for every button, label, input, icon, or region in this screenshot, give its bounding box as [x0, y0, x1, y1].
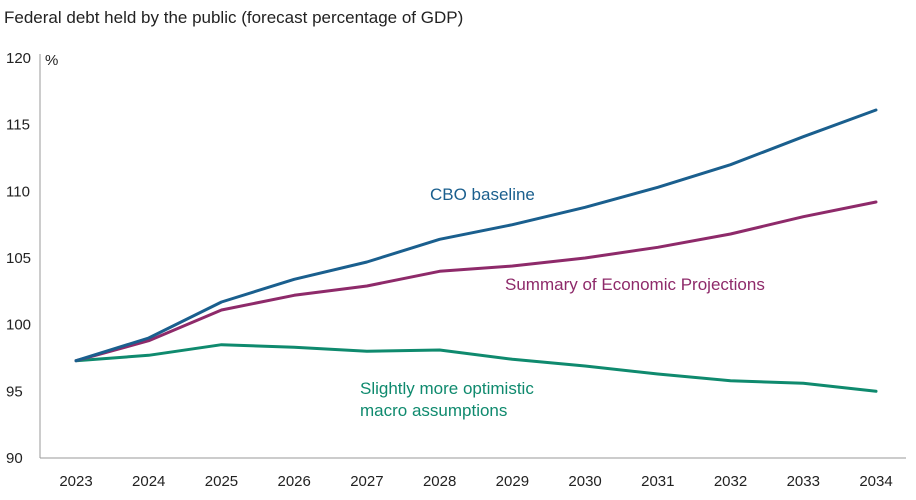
y-tick-label: 105 [6, 250, 31, 267]
y-tick-label: 110 [6, 183, 30, 200]
series-line-cbo-baseline [74, 108, 878, 363]
x-tick-label: 2034 [859, 473, 892, 490]
x-tick-label: 2026 [277, 473, 310, 490]
x-tick-label: 2030 [568, 473, 601, 490]
series-label-line: Summary of Economic Projections [505, 275, 765, 294]
series-line-optimistic-macro [74, 343, 878, 393]
x-tick-label: 2031 [641, 473, 674, 490]
y-tick-label: 95 [6, 383, 23, 400]
chart-title: Federal debt held by the public (forecas… [4, 8, 464, 27]
y-tick-label: 90 [6, 450, 23, 467]
series-label-summary-of-economic-projections: Summary of Economic Projections [505, 275, 765, 294]
series-label-optimistic-macro: Slightly more optimistic macro assumption… [360, 379, 534, 420]
series-line-summary-of-economic-projections [74, 200, 878, 363]
x-tick-label: 2032 [714, 473, 747, 490]
x-tick-label: 2025 [205, 473, 238, 490]
x-tick-label: 2029 [496, 473, 529, 490]
y-tick-label: 120 [6, 50, 31, 67]
x-tick-label: 2024 [132, 473, 165, 490]
x-tick-label: 2027 [350, 473, 383, 490]
series-label-line: CBO baseline [430, 185, 535, 204]
y-tick-label: 100 [6, 317, 31, 334]
x-tick-label: 2023 [59, 473, 92, 490]
series-label-line: Slightly more optimistic [360, 379, 534, 398]
series-label-line: macro assumptions [360, 401, 507, 420]
y-axis-unit-label: % [45, 52, 58, 69]
x-tick-label: 2033 [787, 473, 820, 490]
series-label-cbo-baseline: CBO baseline [430, 185, 535, 204]
x-tick-label: 2028 [423, 473, 456, 490]
y-tick-label: 115 [6, 117, 30, 134]
